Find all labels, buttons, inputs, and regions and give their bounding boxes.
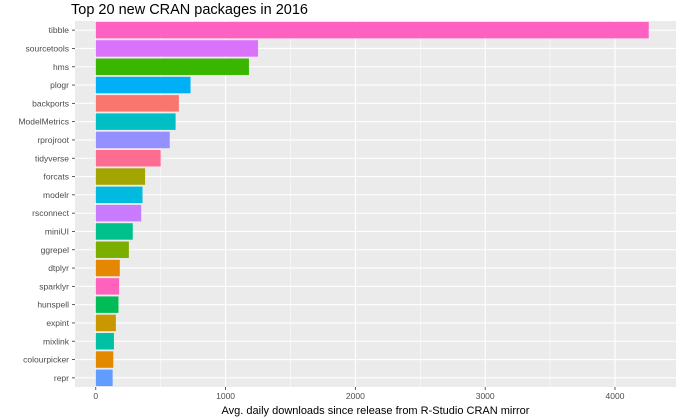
bar-sourcetools xyxy=(95,40,259,57)
y-tick-label: backports xyxy=(32,98,69,108)
bars xyxy=(95,21,649,387)
bar-tibble xyxy=(95,21,649,39)
bar-mixlink xyxy=(95,333,114,350)
y-tick-label: hms xyxy=(53,62,69,72)
bar-ggrepel xyxy=(95,241,129,258)
y-tick-label: ggrepel xyxy=(41,245,69,255)
bar-forcats xyxy=(95,168,146,185)
bar-hms xyxy=(95,58,249,75)
y-tick-label: forcats xyxy=(43,172,69,182)
y-tick-label: plogr xyxy=(50,80,69,90)
y-tick-label: tibble xyxy=(49,25,70,35)
y-tick-label: tidyverse xyxy=(35,153,69,163)
y-tick-label: sparklyr xyxy=(39,281,69,291)
y-tick-label: expint xyxy=(46,318,69,328)
y-tick-label: dtplyr xyxy=(48,263,69,273)
y-axis-ticks: tibble sourcetools hms plogr backports ModelM… xyxy=(18,25,75,383)
y-tick-label: hunspell xyxy=(37,300,69,310)
bar-backports xyxy=(95,95,179,112)
x-tick-label: 0 xyxy=(93,391,98,401)
bar-repr xyxy=(95,369,113,387)
bar-miniUI xyxy=(95,223,133,240)
x-axis-title: Avg. daily downloads since release from … xyxy=(222,405,530,417)
bar-dtplyr xyxy=(95,259,120,277)
y-tick-label: ModelMetrics xyxy=(18,117,69,127)
x-tick-label: 3000 xyxy=(476,391,495,401)
y-tick-label: modelr xyxy=(43,190,69,200)
y-tick-label: miniUI xyxy=(45,226,69,236)
bar-rprojroot xyxy=(95,131,170,149)
bar-plogr xyxy=(95,76,191,94)
bar-hunspell xyxy=(95,296,119,313)
bar-expint xyxy=(95,314,116,332)
y-tick-label: rprojroot xyxy=(37,135,69,145)
bar-sparklyr xyxy=(95,278,120,295)
bar-colourpicker xyxy=(95,351,114,368)
chart-title: Top 20 new CRAN packages in 2016 xyxy=(71,2,308,18)
bar-rsconnect xyxy=(95,204,142,222)
bar-tidyverse xyxy=(95,150,161,167)
y-tick-label: repr xyxy=(54,373,69,383)
bar-ModelMetrics xyxy=(95,113,176,130)
y-tick-label: rsconnect xyxy=(32,208,69,218)
y-tick-label: colourpicker xyxy=(23,355,69,365)
plot-panel xyxy=(75,21,676,387)
x-tick-label: 2000 xyxy=(346,391,365,401)
x-axis-ticks: 0 1000 2000 3000 4000 xyxy=(93,387,625,401)
x-tick-label: 1000 xyxy=(216,391,235,401)
y-tick-label: mixlink xyxy=(43,336,70,346)
y-tick-label: sourcetools xyxy=(26,43,69,53)
bar-modelr xyxy=(95,186,143,204)
x-tick-label: 4000 xyxy=(606,391,625,401)
